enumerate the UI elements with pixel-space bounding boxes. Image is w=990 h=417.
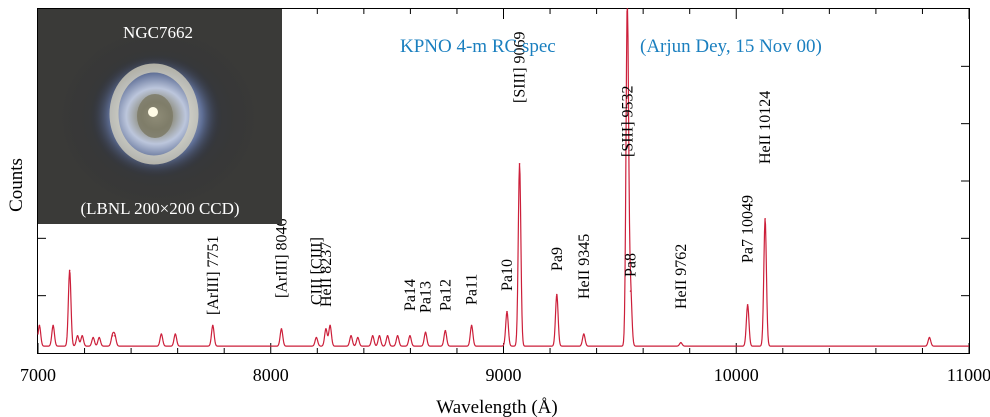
emission-line-peak bbox=[329, 324, 331, 327]
emission-line-peak bbox=[98, 336, 101, 339]
emission-line-peak bbox=[506, 310, 508, 313]
line-label: Pa11 bbox=[464, 274, 481, 305]
x-tick-label: 9000 bbox=[486, 365, 522, 385]
y-axis-title: Counts bbox=[6, 158, 27, 212]
inset-caption: (LBNL 200×200 CCD) bbox=[80, 199, 239, 218]
spectrum-line bbox=[37, 8, 970, 347]
chart-title: KPNO 4-m RC spec bbox=[400, 36, 556, 57]
emission-line-peak bbox=[582, 333, 585, 335]
x-axis-tick-labels: 7000 8000 9000 10000 11000 bbox=[20, 365, 990, 385]
emission-line-peaks bbox=[38, 8, 931, 344]
emission-line-peak bbox=[92, 336, 94, 339]
line-label: HeII 10124 bbox=[757, 91, 774, 164]
line-label: Pa9 bbox=[549, 247, 566, 271]
x-tick-label: 8000 bbox=[253, 365, 289, 385]
line-label: HeII 9345 bbox=[576, 234, 593, 299]
line-label: HeII 9762 bbox=[673, 244, 690, 309]
x-tick-label: 10000 bbox=[714, 365, 759, 385]
line-label: [SIII] 9532 bbox=[619, 85, 636, 157]
line-label: [SIII] 9069 bbox=[512, 31, 529, 103]
emission-line-peak bbox=[629, 290, 632, 292]
emission-line-peak bbox=[356, 336, 359, 339]
emission-line-peak bbox=[174, 333, 177, 335]
emission-line-peak bbox=[371, 335, 374, 337]
emission-line-peak bbox=[409, 335, 411, 337]
emission-line-peak bbox=[626, 8, 629, 10]
plot-frame bbox=[37, 8, 970, 354]
line-identification-labels: [ArIII] 7751 [ArIII] 8046 CIII [CIII]HeII … bbox=[205, 31, 774, 315]
emission-line-peak bbox=[378, 335, 381, 337]
emission-line-peak bbox=[470, 324, 473, 327]
emission-line-peak bbox=[555, 293, 558, 296]
emission-line-peak bbox=[386, 335, 389, 337]
x-tick-label: 11000 bbox=[947, 365, 990, 385]
emission-line-peak bbox=[81, 335, 84, 337]
line-label: [ArIII] 8046 bbox=[274, 218, 291, 298]
emission-line-peak bbox=[68, 269, 71, 272]
line-label: [ArIII] 7751 bbox=[205, 235, 222, 315]
chart-credit: (Arjun Dey, 15 Nov 00) bbox=[640, 36, 822, 57]
emission-line-peak bbox=[114, 335, 116, 337]
inset-object-name: NGC7662 bbox=[123, 23, 193, 42]
line-label: Pa13 bbox=[418, 281, 435, 313]
x-tick-label: 7000 bbox=[20, 365, 56, 385]
emission-line-peak bbox=[280, 328, 283, 330]
emission-line-peak bbox=[746, 304, 749, 306]
emission-line-peak bbox=[160, 333, 163, 335]
line-label: HeII 8237 bbox=[318, 242, 335, 307]
emission-line-peak bbox=[764, 218, 766, 220]
emission-line-peak bbox=[424, 331, 427, 334]
line-label: Pa8 bbox=[623, 253, 640, 277]
line-label: CIII [CIII] bbox=[308, 237, 325, 305]
x-axis-title: Wavelength (Å) bbox=[436, 397, 557, 417]
emission-line-peak bbox=[518, 163, 521, 165]
line-label: Pa10 bbox=[499, 259, 516, 291]
emission-line-peak bbox=[52, 324, 54, 327]
emission-line-peak bbox=[211, 324, 214, 327]
central-star bbox=[148, 107, 158, 117]
emission-line-peak bbox=[111, 335, 114, 337]
emission-line-peak bbox=[680, 341, 682, 344]
nebula-ring bbox=[109, 63, 199, 165]
line-label: Pa7 10049 bbox=[740, 195, 757, 263]
emission-line-peak bbox=[315, 336, 318, 339]
line-label: Pa12 bbox=[437, 279, 454, 311]
emission-line-peak bbox=[38, 324, 41, 327]
emission-line-peak bbox=[350, 335, 352, 337]
emission-line-peak bbox=[325, 328, 327, 330]
inset-image: NGC7662 (LBNL 200×200 CCD) bbox=[38, 9, 282, 224]
line-label: Pa14 bbox=[402, 279, 419, 311]
emission-line-peak bbox=[396, 335, 399, 337]
emission-line-peak bbox=[928, 336, 931, 339]
emission-line-peak bbox=[444, 329, 447, 332]
emission-line-peak bbox=[76, 335, 79, 337]
